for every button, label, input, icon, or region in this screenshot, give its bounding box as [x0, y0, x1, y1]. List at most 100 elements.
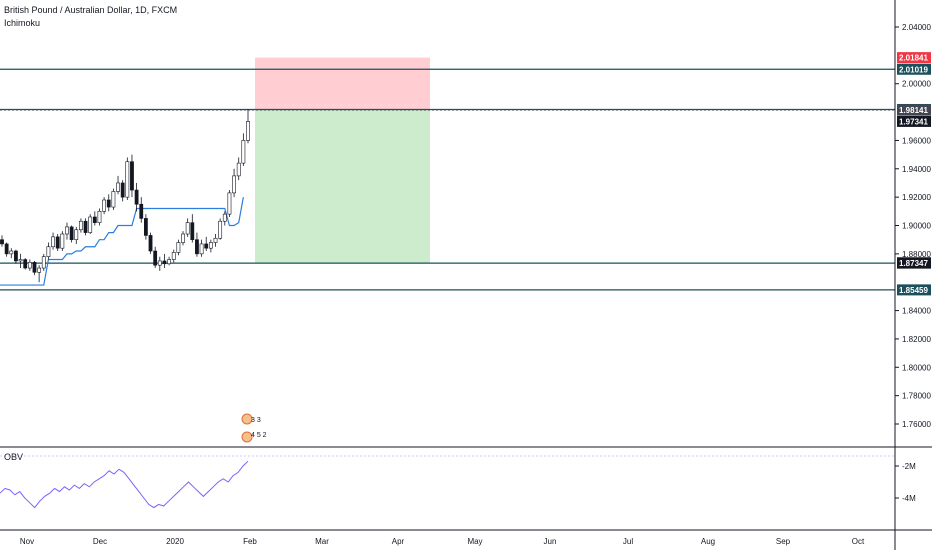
- price-badge-label: 2.01841: [899, 54, 928, 63]
- time-tick-label[interactable]: Sep: [776, 537, 791, 546]
- indicator-label[interactable]: Ichimoku: [4, 18, 41, 28]
- candle-body-up: [176, 242, 181, 253]
- candle-body-down: [134, 189, 139, 205]
- candle-body-up: [241, 140, 246, 164]
- candle-body-down: [83, 220, 88, 233]
- candle-body-up: [218, 220, 223, 239]
- time-axis[interactable]: Nov Dec 2020 Feb Mar Apr May Jun Jul Aug Sep Oct: [20, 537, 865, 546]
- candle-body-up: [27, 262, 32, 269]
- candle-body-down: [148, 235, 153, 252]
- price-tick-label[interactable]: 1.92000: [902, 193, 931, 202]
- time-tick-label[interactable]: Oct: [852, 537, 865, 546]
- candle: [162, 253, 167, 269]
- candle: [227, 190, 232, 217]
- price-badge-label: 1.97341: [899, 117, 928, 126]
- time-tick-label[interactable]: May: [467, 537, 482, 546]
- time-tick-label[interactable]: Mar: [315, 537, 329, 546]
- event-marker-icon[interactable]: [241, 413, 253, 425]
- candle: [195, 232, 199, 257]
- time-tick-label[interactable]: Nov: [20, 537, 34, 546]
- price-tick-label[interactable]: 1.80000: [902, 363, 931, 372]
- price-badge: 1.97341: [897, 115, 931, 127]
- candle: [79, 218, 83, 233]
- candle: [83, 218, 88, 236]
- price-tick-label[interactable]: 2.00000: [902, 80, 931, 89]
- price-tick-label[interactable]: 1.90000: [902, 222, 931, 231]
- price-badge-label: 1.98141: [899, 106, 928, 115]
- candle: [134, 182, 139, 212]
- candle-body-up: [65, 226, 69, 235]
- event-marker-icon[interactable]: [241, 431, 253, 443]
- candle-body-up: [37, 267, 42, 273]
- candle: [181, 231, 185, 246]
- candle: [213, 234, 218, 247]
- candle: [139, 197, 144, 223]
- price-tick-label[interactable]: 1.96000: [902, 136, 931, 145]
- symbol-title[interactable]: British Pound / Australian Dollar, 1D, F…: [4, 5, 178, 15]
- candle-body-down: [162, 260, 167, 265]
- time-tick-label[interactable]: Dec: [93, 537, 107, 546]
- time-tick-label[interactable]: Apr: [392, 537, 405, 546]
- candle: [125, 157, 130, 200]
- time-tick-label[interactable]: Aug: [701, 537, 715, 546]
- take-profit-zone[interactable]: [255, 109, 430, 263]
- price-tick-label[interactable]: 1.84000: [902, 307, 931, 316]
- price-tick-label[interactable]: 1.76000: [902, 420, 931, 429]
- candle: [185, 218, 190, 237]
- candle-body-up: [227, 192, 232, 215]
- candle-body-up: [79, 220, 83, 231]
- horizontal-levels[interactable]: [0, 68, 895, 291]
- candle-body-up: [41, 256, 46, 269]
- time-tick-label[interactable]: Feb: [243, 537, 257, 546]
- obv-tick-label[interactable]: -2M: [902, 462, 916, 471]
- candle-body-up: [213, 237, 218, 243]
- candle: [32, 260, 37, 276]
- candle-body-up: [199, 243, 204, 255]
- candle: [148, 232, 153, 254]
- candle-body-up: [88, 216, 93, 233]
- candle: [97, 208, 102, 226]
- candle: [232, 168, 236, 198]
- candle-body-up: [157, 260, 162, 266]
- obv-tick-label[interactable]: -4M: [902, 494, 916, 503]
- time-tick-label[interactable]: Jun: [544, 537, 557, 546]
- candle-body-up: [236, 162, 241, 177]
- event-markers[interactable]: 3 3 4 5 2: [241, 413, 267, 443]
- obv-label[interactable]: OBV: [4, 452, 24, 462]
- price-axis[interactable]: 2.04000 2.00000 1.96000 1.94000 1.92000 1.900…: [895, 23, 931, 429]
- event-marker-label[interactable]: 3 3: [251, 417, 261, 424]
- candle: [60, 231, 65, 252]
- candle: [92, 211, 97, 226]
- candle-body-down: [195, 239, 199, 255]
- price-tick-label[interactable]: 1.88000: [902, 250, 931, 259]
- candle: [167, 256, 171, 266]
- position-zones[interactable]: [255, 57, 430, 263]
- price-tick-label[interactable]: 1.78000: [902, 392, 931, 401]
- price-badge: 1.85459: [897, 284, 931, 296]
- candle: [208, 239, 213, 253]
- price-tick-label[interactable]: 2.04000: [902, 23, 931, 32]
- candle-body-up: [171, 252, 176, 260]
- price-badge-label: 1.87347: [899, 259, 928, 268]
- candle-body-up: [167, 259, 171, 265]
- candle-body-down: [92, 216, 97, 223]
- price-badge: 1.98141: [897, 104, 931, 116]
- candle: [74, 226, 79, 244]
- candle-body-down: [4, 243, 9, 255]
- chart-legend: British Pound / Australian Dollar, 1D, F…: [4, 4, 177, 30]
- price-badge-label: 2.01019: [899, 65, 928, 74]
- candle: [218, 218, 223, 240]
- event-marker-label[interactable]: 4 5 2: [251, 432, 267, 439]
- price-badges: 2.018412.010191.981831.981411.973411.873…: [897, 52, 931, 296]
- candle: [246, 109, 250, 144]
- price-tick-label[interactable]: 1.82000: [902, 335, 931, 344]
- candle-body-down: [190, 222, 195, 240]
- price-tick-label[interactable]: 1.94000: [902, 165, 931, 174]
- time-tick-label[interactable]: Jul: [623, 537, 633, 546]
- candle: [171, 249, 176, 263]
- candles: [0, 109, 250, 283]
- time-tick-label[interactable]: 2020: [166, 537, 184, 546]
- stop-loss-zone[interactable]: [255, 57, 430, 110]
